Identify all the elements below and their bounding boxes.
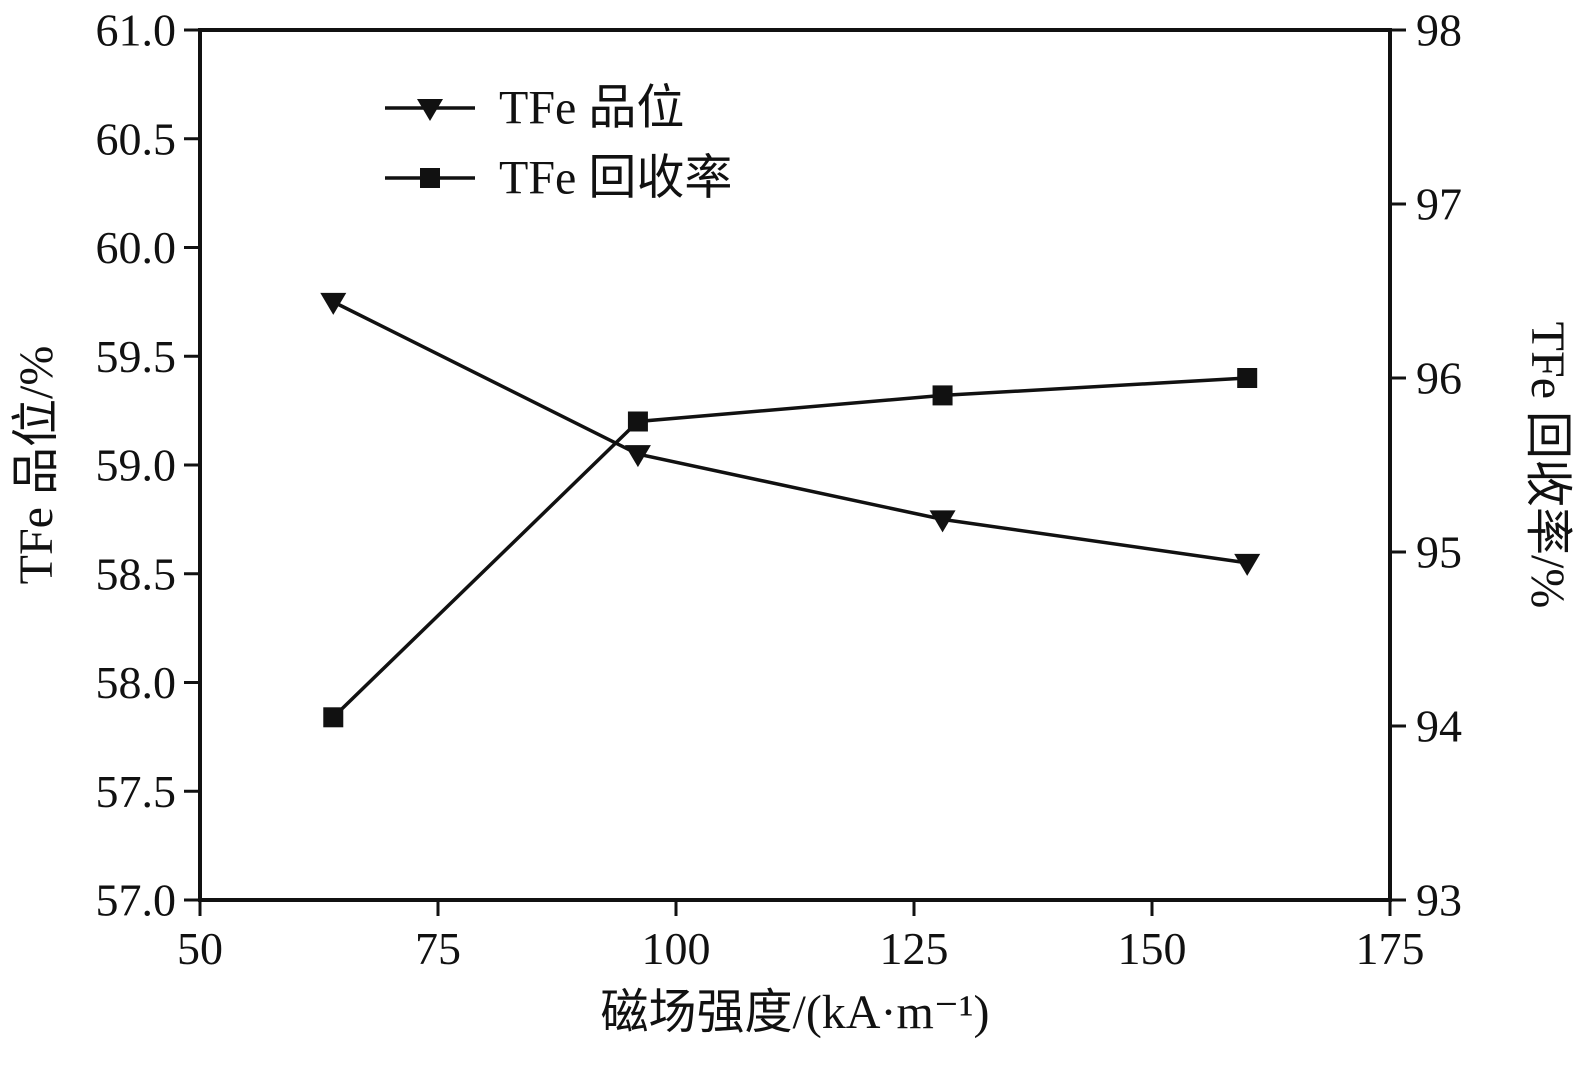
x-tick-label: 125 <box>880 923 949 974</box>
square-marker <box>323 707 344 728</box>
y-left-tick-label: 60.5 <box>96 113 177 164</box>
y-right-tick-label: 95 <box>1416 527 1462 578</box>
y-left-tick-label: 57.0 <box>96 875 177 926</box>
right-axis-title: TFe 回收率/% <box>1521 322 1574 609</box>
y-left-tick-label: 61.0 <box>96 5 177 56</box>
y-left-tick-label: 59.0 <box>96 440 177 491</box>
x-tick-label: 75 <box>415 923 461 974</box>
y-right-tick-label: 93 <box>1416 875 1462 926</box>
square-marker <box>932 385 953 406</box>
square-marker <box>627 411 648 432</box>
series-line <box>332 376 1248 719</box>
square-marker <box>420 168 440 188</box>
y-left-tick-label: 60.0 <box>96 222 177 273</box>
y-right-tick-label: 98 <box>1416 5 1462 56</box>
y-left-tick-label: 57.5 <box>96 766 177 817</box>
plot-frame <box>198 28 1392 902</box>
y-right-tick-label: 96 <box>1416 353 1462 404</box>
x-axis-title: 磁场强度/(kA·m⁻¹) <box>600 986 989 1039</box>
triangle-down-marker <box>624 445 651 468</box>
square-marker <box>1237 368 1258 388</box>
series-line <box>332 300 1248 565</box>
y-right-tick-label: 94 <box>1416 701 1462 752</box>
x-tick-label: 50 <box>177 923 223 974</box>
triangle-down-marker <box>1234 553 1261 576</box>
left-axis-title: TFe 品位/% <box>10 346 63 585</box>
y-left-tick-label: 58.5 <box>96 548 177 599</box>
y-left-tick-label: 58.0 <box>96 657 177 708</box>
triangle-down-marker <box>929 510 956 533</box>
triangle-down-marker <box>417 99 443 121</box>
legend-label: TFe 回收率 <box>499 152 732 205</box>
y-left-tick-label: 59.5 <box>96 331 177 382</box>
triangle-down-marker <box>320 292 347 315</box>
plot-layer: 50 75 100 125 150 175 57.0 57.5 58.0 58.5 59.0 59.5… <box>96 5 1463 975</box>
x-tick-label: 150 <box>1118 923 1187 974</box>
legend-label: TFe 品位 <box>499 82 684 135</box>
x-tick-label: 175 <box>1356 923 1425 974</box>
x-tick-label: 100 <box>642 923 711 974</box>
y-right-tick-label: 97 <box>1416 179 1462 230</box>
